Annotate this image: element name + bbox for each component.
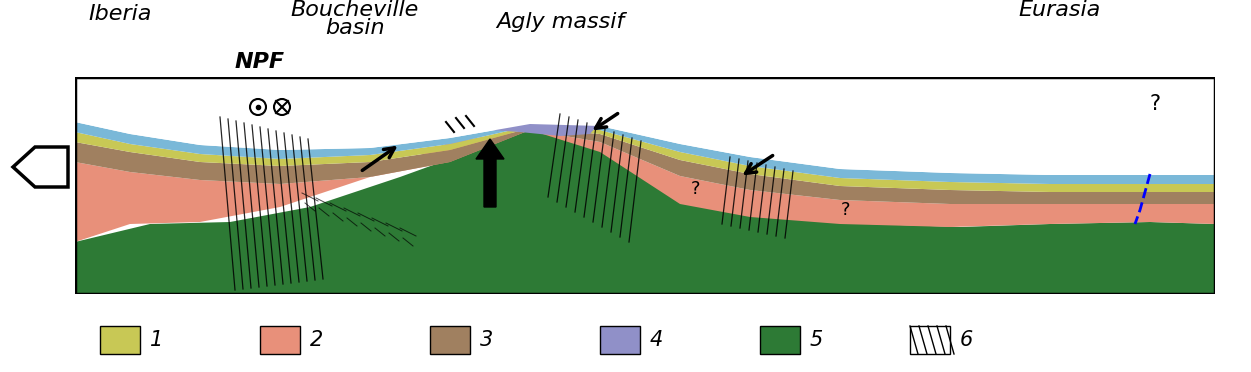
Bar bbox=[761, 326, 799, 354]
Text: NPF: NPF bbox=[235, 52, 285, 72]
Bar bbox=[600, 326, 641, 354]
Polygon shape bbox=[490, 114, 600, 136]
Polygon shape bbox=[75, 77, 1215, 175]
Text: basin: basin bbox=[325, 18, 385, 38]
Circle shape bbox=[250, 99, 266, 115]
Polygon shape bbox=[75, 122, 1215, 184]
FancyArrow shape bbox=[13, 147, 68, 187]
Polygon shape bbox=[75, 126, 1215, 192]
Text: Agly massif: Agly massif bbox=[495, 12, 624, 32]
Text: ?: ? bbox=[841, 201, 849, 219]
Polygon shape bbox=[75, 77, 1215, 294]
Bar bbox=[75, 77, 1215, 294]
Text: 1: 1 bbox=[150, 330, 163, 350]
Polygon shape bbox=[75, 130, 1215, 294]
Text: 6: 6 bbox=[960, 330, 973, 350]
Text: Boucheville: Boucheville bbox=[290, 0, 419, 20]
Text: Eurasia: Eurasia bbox=[1018, 0, 1101, 20]
FancyArrow shape bbox=[475, 139, 504, 207]
Text: Iberia: Iberia bbox=[89, 4, 151, 24]
Circle shape bbox=[274, 99, 290, 115]
Text: 2: 2 bbox=[310, 330, 323, 350]
Bar bbox=[909, 326, 950, 354]
Bar bbox=[100, 326, 140, 354]
Polygon shape bbox=[75, 130, 1215, 242]
Bar bbox=[430, 326, 470, 354]
Text: ?: ? bbox=[1150, 94, 1161, 114]
Text: 3: 3 bbox=[480, 330, 493, 350]
Polygon shape bbox=[75, 128, 1215, 204]
Text: 4: 4 bbox=[651, 330, 663, 350]
Text: ?: ? bbox=[691, 180, 699, 198]
Bar bbox=[260, 326, 300, 354]
Text: 5: 5 bbox=[809, 330, 823, 350]
